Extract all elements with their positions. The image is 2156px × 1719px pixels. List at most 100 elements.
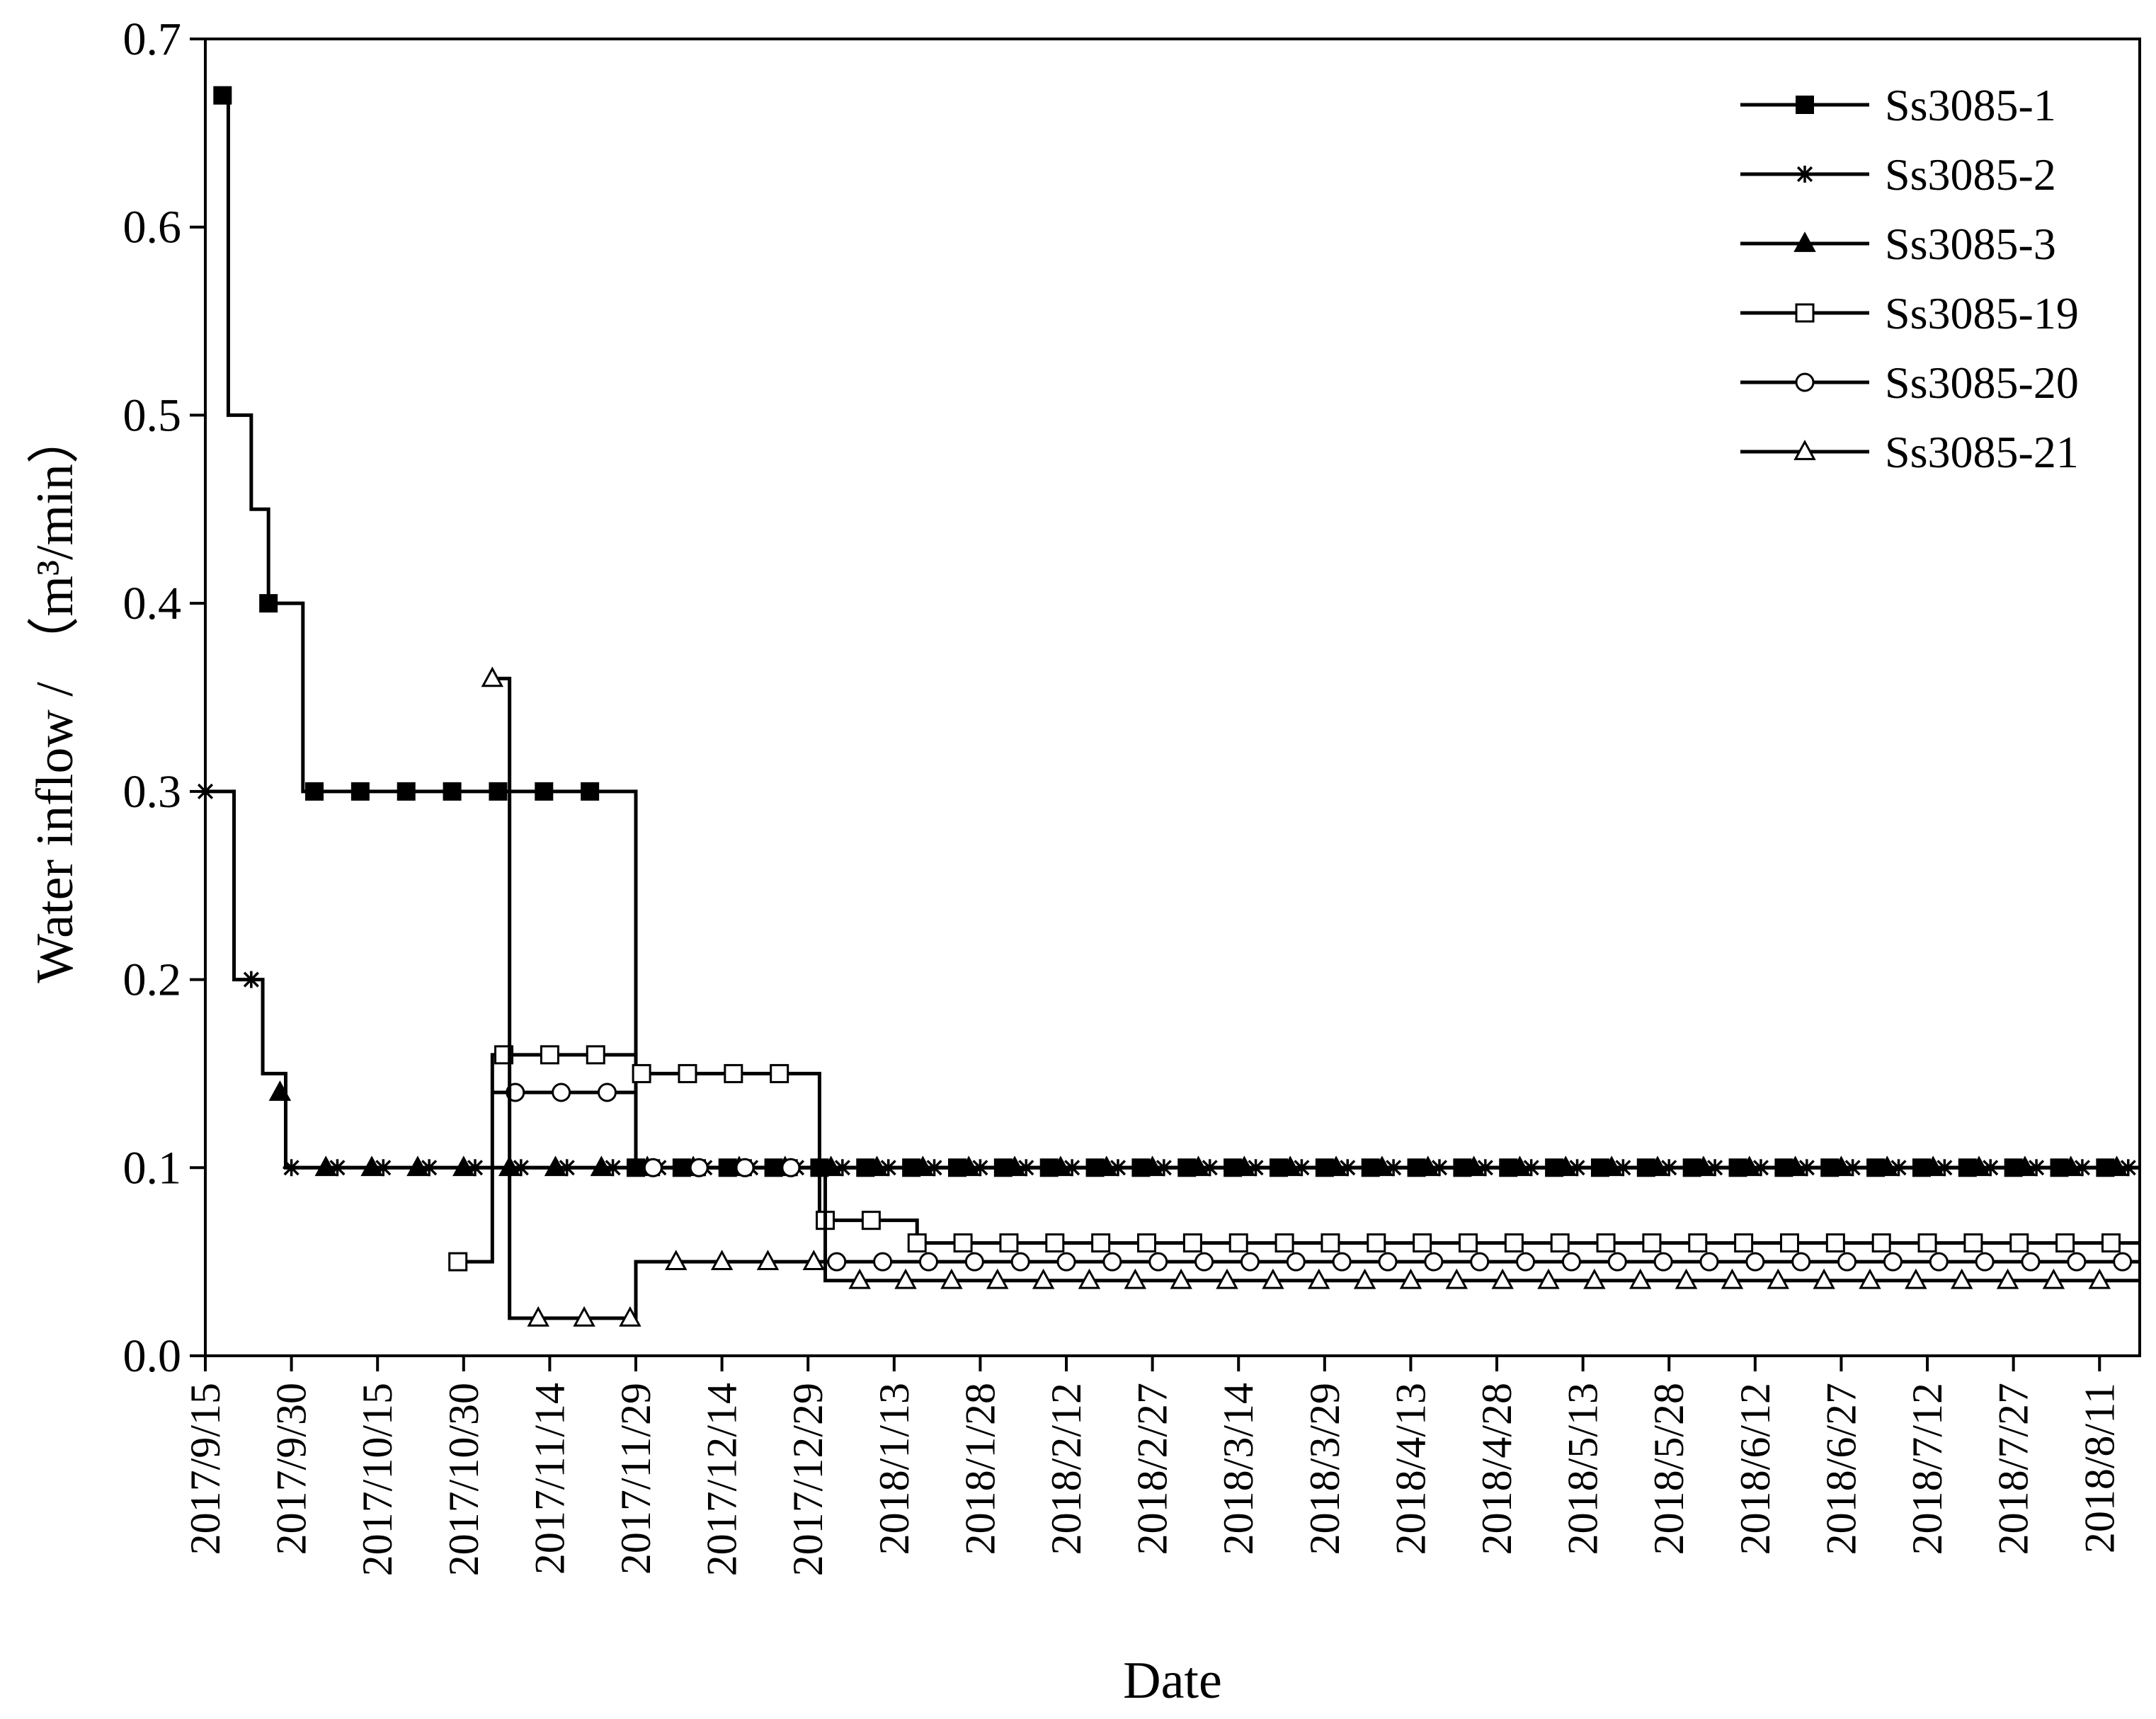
data-point [1699,1252,1719,1272]
x-tick-label: 2018/5/28 [1645,1383,1692,1555]
data-point [1537,1268,1560,1289]
data-point [1767,1268,1789,1289]
data-point [1596,1233,1616,1253]
data-point [781,1158,801,1177]
data-point [2088,1268,2111,1289]
data-point [597,1083,617,1102]
series-line [280,1090,2140,1170]
x-tick-label: 2017/12/29 [785,1383,831,1576]
series-line [492,676,2140,1320]
y-tick-label: 0.1 [123,1142,182,1194]
data-point [1583,1268,1606,1289]
data-point [643,1158,663,1177]
data-point [1975,1252,1995,1272]
data-point [1194,1252,1214,1272]
data-point [999,1233,1019,1253]
x-tick-label: 2018/7/12 [1904,1383,1951,1555]
data-point [448,1252,468,1272]
y-tick-label: 0.3 [123,766,182,818]
data-point [1332,1252,1352,1272]
data-point [535,782,554,801]
data-point [540,1045,559,1065]
data-point [2101,1233,2121,1253]
data-point [1653,1252,1673,1272]
data-point [1367,1233,1386,1253]
data-point [964,1252,984,1272]
x-tick-label: 2018/1/13 [871,1383,918,1555]
data-point [957,1155,980,1177]
data-point [1905,1268,1927,1289]
legend: Ss3085-1 Ss3085-2 Ss3085-3 Ss3085-19 Ss3085-… [1740,80,2079,477]
series-ss3085-21 [481,666,2140,1327]
data-point [1032,1268,1055,1289]
plot-area-frame [204,38,2141,1357]
legend-marker [1793,232,1816,252]
data-point [1692,1155,1715,1177]
data-point [314,1155,337,1177]
data-point [397,782,416,801]
data-point [1813,1268,1835,1289]
series-ss3085-1 [213,86,2140,1177]
x-tick-label: 2018/2/27 [1129,1383,1176,1555]
y-tick-label: 0.0 [123,1330,182,1382]
data-point [940,1268,963,1289]
data-point [1859,1268,1881,1289]
legend-marker [1793,440,1816,460]
data-point [770,1063,789,1083]
data-point [1508,1155,1532,1177]
data-point [443,782,462,801]
data-point [619,1306,641,1327]
data-point [1734,1233,1754,1253]
data-point [2042,1268,2065,1289]
series-line [222,93,2140,1170]
x-tick-label: 2018/8/11 [2076,1383,2123,1553]
x-tick-label: 2018/7/27 [1990,1383,2037,1555]
data-point [1045,1233,1065,1253]
data-point [1095,1155,1118,1177]
data-point [861,1211,881,1230]
legend-label: Ss3085-19 [1885,288,2079,338]
data-point [953,1233,973,1253]
axes-layer: 0.0 0.1 0.2 0.3 0.4 0.5 0.6 0.7 2017/9/15 2017/9/… [123,13,2123,1576]
data-point [1883,1252,1903,1272]
x-tick-label: 2018/4/13 [1387,1383,1434,1555]
data-point [1675,1268,1698,1289]
data-point [259,594,278,613]
data-point [1629,1268,1652,1289]
data-point [268,1080,292,1101]
data-point [1010,1252,1030,1272]
y-tick-label: 0.7 [123,13,182,65]
data-point [1550,1233,1570,1253]
series-line [492,1090,2140,1264]
data-point [305,782,324,801]
data-point [1646,1155,1669,1177]
data-point [1607,1252,1627,1272]
data-point [1413,1233,1432,1253]
data-point [1516,1252,1536,1272]
data-point [894,1268,917,1289]
x-tick-label: 2017/10/30 [440,1383,487,1576]
legend-label: Ss3085-21 [1885,427,2079,477]
data-point [827,1252,847,1272]
legend-entry: Ss3085-3 [1740,219,2056,269]
data-point [1371,1155,1393,1177]
legend-entry: Ss3085-21 [1740,427,2079,477]
x-tick-label: 2018/5/13 [1560,1383,1607,1555]
x-tick-label: 2017/10/15 [354,1383,401,1576]
data-point [213,86,232,105]
data-point [1274,1233,1294,1253]
data-point [907,1233,927,1253]
data-point [1228,1233,1248,1253]
data-point [573,1306,595,1327]
data-point [1279,1155,1301,1177]
legend-label: Ss3085-20 [1885,358,2079,408]
data-point [724,1063,743,1083]
legend-marker [1796,166,1813,183]
data-point [1779,1233,1799,1253]
data-point [2067,1252,2087,1272]
data-point [1445,1268,1468,1289]
data-point [1233,1155,1256,1177]
x-tick-label: 2018/6/27 [1818,1383,1864,1555]
data-point [2105,1155,2128,1177]
